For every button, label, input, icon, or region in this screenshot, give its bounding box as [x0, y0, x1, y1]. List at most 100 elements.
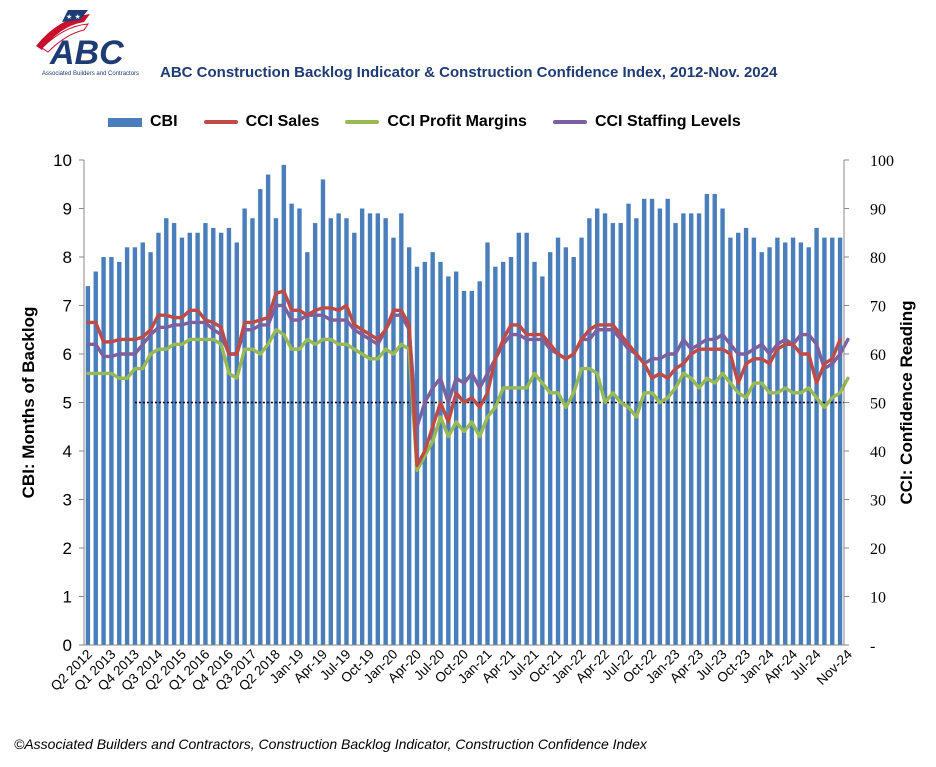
cbi-bar — [179, 237, 185, 645]
y-axis-left-title: CBI: Months of Backlog — [19, 307, 38, 499]
y-right-tick-label: 30 — [870, 493, 886, 510]
cbi-bar — [187, 232, 192, 645]
cbi-bar — [673, 223, 678, 646]
cbi-bar — [540, 276, 545, 645]
legend-swatch-staffing — [552, 120, 587, 124]
cbi-bar — [759, 252, 764, 645]
y-left-tick-label: 5 — [63, 394, 72, 413]
y-right-tick-label: - — [870, 638, 875, 655]
legend-swatch-profit — [345, 120, 380, 124]
cbi-bar — [250, 218, 255, 645]
y-left-tick-label: 10 — [53, 151, 72, 170]
cbi-bar — [469, 290, 475, 645]
cbi-bar — [109, 257, 114, 645]
cbi-bar — [610, 223, 616, 646]
cbi-bar — [642, 198, 647, 646]
cbi-bar — [367, 213, 373, 645]
legend-item-staffing: CCI Staffing Levels — [552, 113, 741, 131]
cbi-bar — [806, 247, 811, 646]
cbi-bar — [837, 237, 843, 645]
cbi-bar — [406, 247, 412, 646]
cbi-bar — [93, 271, 98, 645]
cbi-bar — [712, 193, 717, 645]
y-right-tick-label: 70 — [870, 299, 886, 316]
cbi-bar — [516, 232, 522, 645]
y-right-tick-label: 10 — [870, 590, 886, 607]
cbi-bar — [258, 189, 263, 645]
cbi-bar — [336, 213, 341, 645]
cci-sales-line — [86, 289, 842, 468]
cbi-bar — [148, 252, 153, 645]
cbi-bar — [814, 227, 819, 645]
cbi-bar — [751, 237, 757, 645]
cbi-bar — [555, 237, 561, 645]
cbi-bar — [775, 237, 780, 645]
abc-logo: ★ ★ ABC Associated Builders and Contract… — [36, 10, 139, 77]
cbi-bar — [352, 232, 357, 645]
cbi-bar — [822, 237, 827, 645]
flag-swoosh-icon: ★ ★ — [36, 10, 90, 53]
cbi-bar — [571, 257, 576, 645]
cbi-bar — [626, 203, 631, 645]
cbi-bar — [728, 237, 733, 645]
legend-label-staffing: CCI Staffing Levels — [594, 113, 741, 130]
cbi-bar — [665, 198, 670, 646]
cbi-bar — [203, 223, 208, 646]
y-left-tick-label: 9 — [63, 200, 72, 219]
cbi-bar — [767, 247, 772, 646]
y-left-tick-label: 6 — [63, 345, 72, 364]
y-left-tick-label: 0 — [63, 636, 72, 655]
cbi-bar — [234, 242, 239, 645]
x-tick-label: Nov-24 — [814, 646, 856, 688]
cbi-bar — [312, 223, 318, 646]
cbi-bar — [218, 232, 224, 645]
cbi-bar — [681, 213, 686, 645]
cbi-bar — [211, 227, 216, 645]
svg-text:★ ★: ★ ★ — [66, 13, 81, 21]
cbi-bar — [547, 252, 553, 645]
legend-item-sales: CCI Sales — [203, 113, 319, 131]
cbi-bar — [195, 232, 200, 645]
cbi-bar — [265, 174, 271, 646]
cbi-bar — [156, 232, 161, 645]
cbi-bar — [242, 208, 247, 645]
cbi-bar — [743, 227, 749, 645]
y-left-tick-label: 8 — [63, 248, 72, 267]
cbi-bar — [446, 276, 451, 645]
cbi-bar — [117, 261, 122, 645]
legend-swatch-cbi — [108, 117, 142, 127]
cbi-bar — [164, 218, 169, 645]
y-right-tick-label: 50 — [870, 396, 886, 413]
cbi-bar — [461, 290, 467, 645]
cbi-bar — [798, 242, 804, 645]
cbi-bar — [344, 218, 349, 645]
cbi-bar — [85, 286, 91, 645]
cbi-bar — [720, 208, 725, 645]
cbi-bar — [704, 193, 710, 645]
logo-text: ABC — [49, 34, 124, 72]
cbi-bar — [508, 257, 514, 645]
y-right-tick-label: 40 — [870, 444, 886, 461]
cbi-bar — [453, 271, 459, 645]
source-note: ©Associated Builders and Contractors, Co… — [14, 736, 647, 752]
cbi-bar — [328, 218, 333, 645]
cbi-bar — [399, 213, 404, 645]
cbi-bar — [790, 237, 796, 645]
cbi-bar — [493, 266, 498, 645]
cbi-bar — [602, 213, 608, 645]
cbi-bar — [587, 218, 592, 645]
cbi-bar — [689, 213, 694, 645]
cbi-bar — [696, 213, 702, 645]
y-left-tick-label: 1 — [63, 588, 72, 607]
cbi-bar — [140, 242, 145, 645]
cbi-bar — [649, 198, 655, 646]
cbi-bar — [430, 252, 435, 645]
legend-item-profit: CCI Profit Margins — [345, 113, 527, 131]
cbi-bar — [736, 232, 741, 645]
y-right-tick-label: 100 — [870, 153, 894, 170]
cbi-bar — [830, 237, 835, 645]
y-right-tick-label: 60 — [870, 347, 886, 364]
cbi-bar — [524, 232, 529, 645]
cbi-bar — [438, 261, 443, 645]
